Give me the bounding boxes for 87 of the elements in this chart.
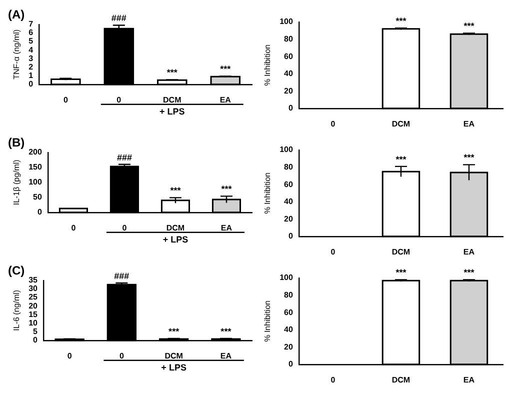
y-tick-label: 40 xyxy=(284,69,294,78)
y-axis-title: IL-1β (pg/ml) xyxy=(12,159,22,206)
y-tick-label: 15 xyxy=(28,310,38,319)
y-tick-label: 4 xyxy=(28,45,34,54)
text: + LPS xyxy=(161,362,186,372)
x-tick-label: EA xyxy=(463,119,475,128)
y-axis-title: % Inhibition xyxy=(263,172,272,214)
y-tick-label: 0 xyxy=(37,208,42,217)
data-label: *** xyxy=(221,184,232,194)
data-label: ### xyxy=(114,270,130,281)
y-axis-title: TNF-α (ng/ml) xyxy=(12,29,22,80)
x-tick-label: DCM xyxy=(392,247,410,256)
chart-title: (A) xyxy=(8,8,25,22)
y-tick-label: 80 xyxy=(284,162,294,172)
x-tick-label: 0 xyxy=(122,223,128,232)
data-label: *** xyxy=(464,21,475,32)
data-label: *** xyxy=(220,326,232,336)
x-tick-label: EA xyxy=(463,375,475,384)
data-label: *** xyxy=(170,186,182,196)
y-tick-label: 6 xyxy=(28,28,34,38)
y-tick-label: 80 xyxy=(284,290,294,300)
data-label: *** xyxy=(396,154,407,164)
y-tick-label: 0 xyxy=(288,104,294,113)
y-axis-title: % Inhibition xyxy=(263,300,272,342)
data-label: *** xyxy=(396,268,407,278)
x-tick-label: 0 xyxy=(330,375,336,384)
y-tick-label: 35 xyxy=(28,276,38,285)
data-label: *** xyxy=(220,64,232,74)
y-tick-label: 5 xyxy=(28,36,34,46)
x-tick-label: EA xyxy=(220,95,232,104)
x-tick-label: 0 xyxy=(67,351,72,360)
y-axis-title: % Inhibition xyxy=(263,44,272,86)
x-tick-label: DCM xyxy=(392,119,410,128)
y-tick-label: 0 xyxy=(33,336,38,345)
y-tick-label: 5 xyxy=(33,327,38,336)
data-label: ### xyxy=(116,152,132,162)
chart-title: (B) xyxy=(8,136,25,150)
y-tick-label: 3 xyxy=(28,54,34,63)
y-axis-title: IL-6 (ng/ml) xyxy=(12,290,22,331)
data-label: *** xyxy=(166,68,178,78)
y-tick-label: 100 xyxy=(280,145,294,154)
data-label: *** xyxy=(464,152,475,163)
y-tick-label: 40 xyxy=(284,325,294,334)
y-tick-label: 1 xyxy=(28,71,34,80)
x-tick-label: EA xyxy=(463,247,475,256)
y-tick-label: 20 xyxy=(28,301,38,310)
y-tick-label: 20 xyxy=(284,214,294,224)
x-tick-label: 0 xyxy=(71,223,76,232)
x-tick-label: EA xyxy=(220,351,232,360)
y-tick-label: 100 xyxy=(280,273,294,282)
y-tick-label: 25 xyxy=(28,292,38,302)
data-label: *** xyxy=(396,16,407,26)
x-tick-label: EA xyxy=(220,223,232,232)
x-tick-label: 0 xyxy=(330,247,336,256)
y-tick-label: 10 xyxy=(28,318,38,328)
data-label: ### xyxy=(111,13,126,24)
y-tick-label: 60 xyxy=(284,308,294,317)
data-label: *** xyxy=(464,268,475,278)
y-tick-label: 0 xyxy=(28,80,34,89)
x-tick-label: DCM xyxy=(163,95,182,104)
y-tick-label: 60 xyxy=(284,52,294,61)
x-tick-label: 0 xyxy=(63,95,68,104)
y-tick-label: 200 xyxy=(28,148,42,157)
chart-title: (C) xyxy=(8,264,25,278)
y-tick-label: 0 xyxy=(288,232,294,241)
y-tick-label: 100 xyxy=(280,17,294,26)
y-tick-label: 150 xyxy=(28,162,42,172)
text: + LPS xyxy=(162,234,188,244)
y-tick-label: 7 xyxy=(28,20,34,29)
y-tick-label: 60 xyxy=(284,180,294,189)
y-tick-label: 20 xyxy=(284,86,294,96)
x-tick-label: 0 xyxy=(116,95,122,104)
y-tick-label: 100 xyxy=(28,178,42,187)
x-tick-label: DCM xyxy=(164,351,184,360)
x-tick-label: DCM xyxy=(392,375,410,384)
x-tick-label: 0 xyxy=(119,351,124,360)
data-label: *** xyxy=(168,326,180,336)
y-tick-label: 30 xyxy=(28,284,38,294)
y-tick-label: 40 xyxy=(284,197,294,206)
x-tick-label: 0 xyxy=(330,119,336,128)
y-tick-label: 0 xyxy=(288,360,294,369)
y-tick-label: 2 xyxy=(28,62,34,72)
y-tick-label: 50 xyxy=(33,192,42,202)
y-tick-label: 20 xyxy=(284,342,294,352)
x-tick-label: DCM xyxy=(166,223,185,232)
y-tick-label: 80 xyxy=(284,34,294,44)
text: + LPS xyxy=(160,106,185,116)
